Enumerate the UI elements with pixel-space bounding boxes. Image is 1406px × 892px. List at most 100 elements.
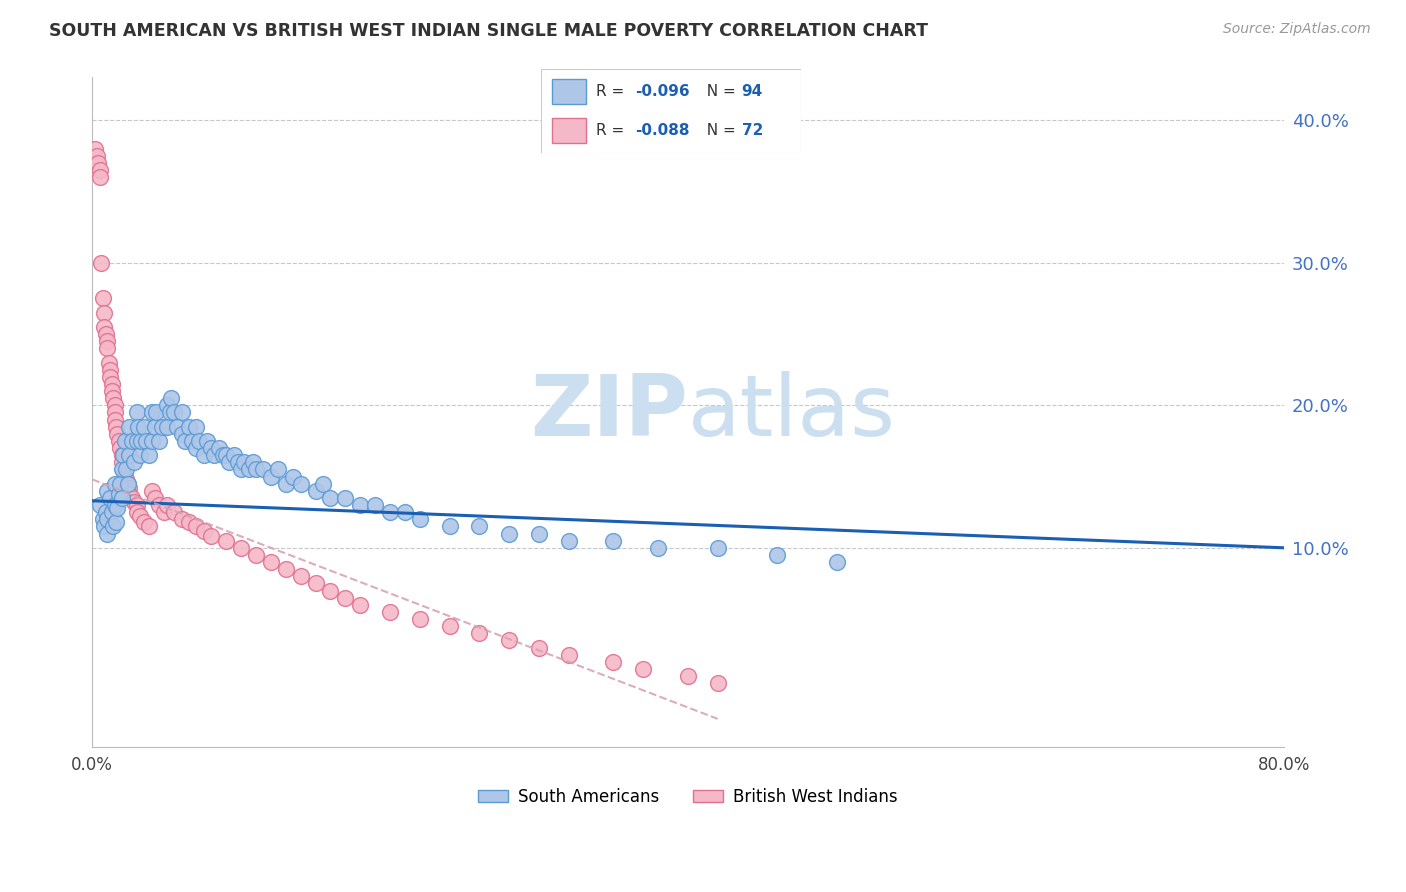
Point bbox=[177, 419, 200, 434]
Point bbox=[229, 462, 252, 476]
Point bbox=[229, 541, 252, 555]
Point bbox=[134, 419, 156, 434]
Point bbox=[218, 455, 240, 469]
Point bbox=[222, 448, 245, 462]
Point bbox=[378, 505, 401, 519]
Point bbox=[108, 434, 131, 448]
Point bbox=[121, 491, 143, 505]
Point bbox=[319, 491, 342, 505]
Point bbox=[96, 526, 118, 541]
Text: ZIP: ZIP bbox=[530, 371, 688, 454]
Point bbox=[676, 669, 699, 683]
Point bbox=[527, 526, 550, 541]
Point bbox=[117, 476, 139, 491]
Point bbox=[128, 509, 150, 524]
Point bbox=[166, 419, 188, 434]
Point bbox=[195, 434, 218, 448]
Text: -0.088: -0.088 bbox=[636, 123, 689, 138]
Point bbox=[112, 462, 135, 476]
Point bbox=[111, 455, 134, 469]
Point bbox=[193, 448, 215, 462]
Point bbox=[283, 469, 305, 483]
Point bbox=[631, 662, 654, 676]
Point bbox=[127, 419, 149, 434]
Point bbox=[114, 469, 136, 483]
Point bbox=[527, 640, 550, 655]
Text: SOUTH AMERICAN VS BRITISH WEST INDIAN SINGLE MALE POVERTY CORRELATION CHART: SOUTH AMERICAN VS BRITISH WEST INDIAN SI… bbox=[49, 22, 928, 40]
Point bbox=[134, 515, 156, 529]
Point bbox=[156, 419, 179, 434]
Point bbox=[245, 462, 267, 476]
Point bbox=[118, 419, 141, 434]
Point bbox=[148, 434, 170, 448]
Point bbox=[170, 512, 193, 526]
Point bbox=[111, 491, 134, 505]
Point bbox=[160, 391, 183, 405]
Point bbox=[112, 448, 135, 462]
Point bbox=[141, 434, 163, 448]
Point bbox=[558, 648, 581, 662]
Point bbox=[238, 462, 260, 476]
Point bbox=[93, 305, 115, 319]
Point bbox=[103, 405, 125, 419]
Point bbox=[602, 655, 624, 669]
Point bbox=[647, 541, 669, 555]
Point bbox=[89, 498, 111, 512]
Point bbox=[409, 612, 432, 626]
Point bbox=[98, 491, 121, 505]
Point bbox=[125, 405, 148, 419]
Point bbox=[89, 163, 111, 178]
Point bbox=[468, 626, 491, 640]
Point bbox=[114, 434, 136, 448]
Point bbox=[335, 491, 357, 505]
Point bbox=[90, 256, 112, 270]
Point bbox=[766, 548, 789, 562]
Point bbox=[115, 462, 138, 476]
Point bbox=[138, 448, 160, 462]
Point bbox=[148, 498, 170, 512]
Text: R =: R = bbox=[596, 84, 628, 99]
FancyBboxPatch shape bbox=[541, 69, 801, 153]
Point bbox=[131, 434, 153, 448]
Point bbox=[96, 341, 118, 355]
Point bbox=[468, 519, 491, 533]
Point bbox=[98, 362, 121, 376]
Point bbox=[245, 548, 267, 562]
Point bbox=[498, 633, 520, 648]
Point bbox=[156, 398, 179, 412]
Point bbox=[94, 326, 117, 341]
Text: atlas: atlas bbox=[688, 371, 896, 454]
Point bbox=[110, 476, 132, 491]
Point bbox=[94, 505, 117, 519]
Point bbox=[103, 412, 125, 426]
Text: Source: ZipAtlas.com: Source: ZipAtlas.com bbox=[1223, 22, 1371, 37]
Point bbox=[186, 519, 208, 533]
Point bbox=[170, 405, 193, 419]
Point bbox=[138, 519, 160, 533]
Point bbox=[163, 405, 186, 419]
Point bbox=[89, 170, 111, 185]
Point bbox=[128, 448, 150, 462]
Legend: South Americans, British West Indians: South Americans, British West Indians bbox=[471, 781, 904, 813]
Point bbox=[98, 369, 121, 384]
Point bbox=[186, 441, 208, 455]
Point bbox=[274, 562, 297, 576]
Point bbox=[200, 529, 222, 543]
Point bbox=[110, 441, 132, 455]
Point bbox=[364, 498, 387, 512]
Point bbox=[107, 426, 129, 441]
Point bbox=[233, 455, 256, 469]
Point bbox=[84, 142, 107, 156]
Point bbox=[103, 398, 125, 412]
Point bbox=[212, 448, 235, 462]
Point bbox=[304, 576, 326, 591]
Point bbox=[103, 498, 125, 512]
Point bbox=[260, 469, 283, 483]
Point bbox=[439, 619, 461, 633]
Point bbox=[706, 541, 728, 555]
Point bbox=[96, 334, 118, 348]
Point bbox=[96, 512, 118, 526]
Point bbox=[108, 486, 131, 500]
Point bbox=[91, 512, 114, 526]
Point bbox=[101, 519, 124, 533]
